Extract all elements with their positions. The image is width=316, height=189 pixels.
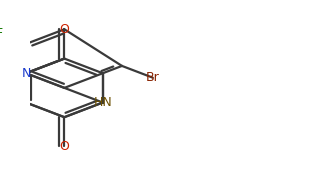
Text: N: N [21,67,31,80]
Text: HN: HN [94,96,112,109]
Text: O: O [59,140,69,153]
Text: O: O [59,23,69,36]
Text: Br: Br [146,71,160,84]
Text: F: F [0,27,3,40]
